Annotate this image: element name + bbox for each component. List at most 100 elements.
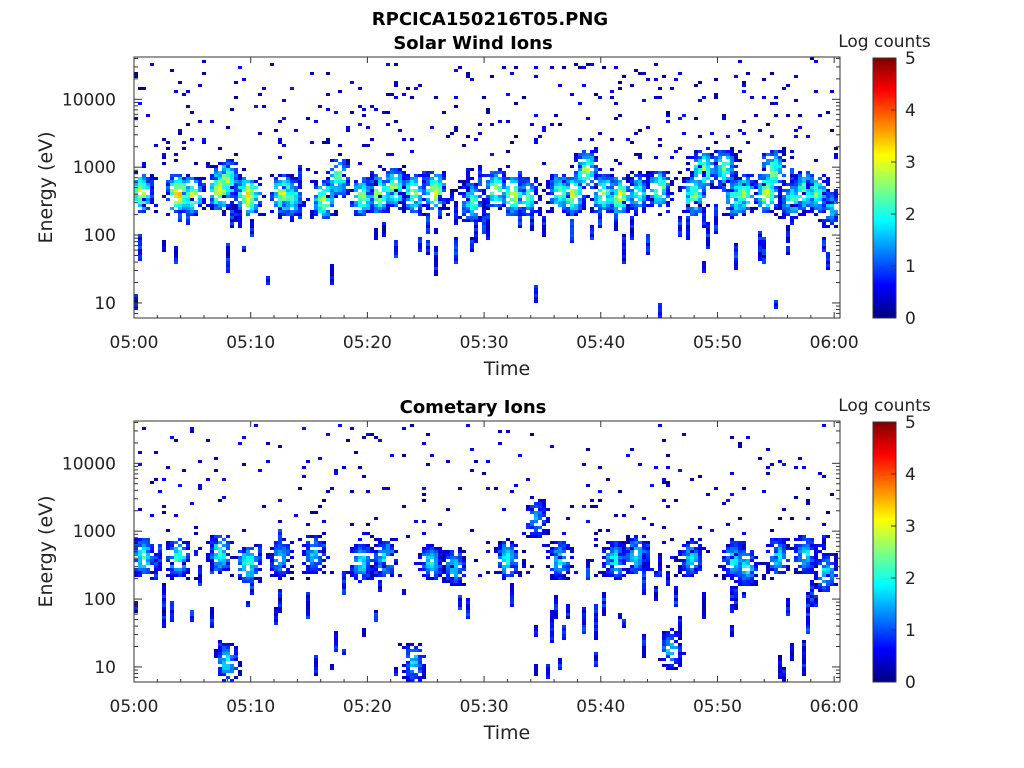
- heatmap-cell: [414, 661, 418, 664]
- heatmap-cell: [674, 592, 678, 595]
- heatmap-cell: [222, 171, 226, 174]
- heatmap-cell: [550, 613, 554, 616]
- heatmap-cell: [774, 306, 778, 309]
- heatmap-cell: [230, 180, 234, 183]
- heatmap-cell: [662, 649, 666, 652]
- heatmap-cell: [590, 234, 594, 237]
- heatmap-cell: [826, 111, 830, 114]
- heatmap-cell: [830, 222, 834, 225]
- heatmap-cell: [422, 562, 426, 565]
- heatmap-cell: [194, 189, 198, 192]
- heatmap-cell: [418, 186, 422, 189]
- heatmap-cell: [138, 243, 142, 246]
- heatmap-cell: [238, 183, 242, 186]
- heatmap-cell: [510, 583, 514, 586]
- heatmap-cell: [670, 156, 674, 159]
- heatmap-cell: [606, 204, 610, 207]
- heatmap-cell: [554, 180, 558, 183]
- heatmap-cell: [138, 574, 142, 577]
- heatmap-cell: [510, 565, 514, 568]
- heatmap-cell: [686, 571, 690, 574]
- heatmap-cell: [646, 240, 650, 243]
- heatmap-cell: [562, 189, 566, 192]
- heatmap-cell: [342, 186, 346, 189]
- heatmap-cell: [702, 210, 706, 213]
- heatmap-cell: [154, 562, 158, 565]
- heatmap-cell: [218, 186, 222, 189]
- heatmap-cell: [178, 183, 182, 186]
- heatmap-cell: [622, 556, 626, 559]
- heatmap-cell: [422, 192, 426, 195]
- heatmap-cell: [642, 553, 646, 556]
- heatmap-cell: [426, 192, 430, 195]
- heatmap-cell: [174, 547, 178, 550]
- heatmap-cell: [718, 150, 722, 153]
- heatmap-cell: [678, 571, 682, 574]
- heatmap-cell: [578, 174, 582, 177]
- heatmap-cell: [686, 225, 690, 228]
- heatmap-cell: [422, 204, 426, 207]
- heatmap-cell: [614, 550, 618, 553]
- heatmap-cell: [382, 189, 386, 192]
- heatmap-cell: [270, 562, 274, 565]
- heatmap-cell: [790, 652, 794, 655]
- heatmap-cell: [826, 264, 830, 267]
- heatmap-cell: [726, 556, 730, 559]
- heatmap-cell: [434, 273, 438, 276]
- heatmap-cell: [138, 204, 142, 207]
- heatmap-cell: [670, 667, 674, 670]
- heatmap-cell: [738, 517, 742, 520]
- heatmap-cell: [326, 195, 330, 198]
- heatmap-cell: [338, 153, 342, 156]
- heatmap-cell: [258, 132, 262, 135]
- heatmap-cell: [238, 213, 242, 216]
- heatmap-cell: [454, 213, 458, 216]
- heatmap-cell: [406, 670, 410, 673]
- heatmap-cell: [174, 559, 178, 562]
- heatmap-cell: [154, 177, 158, 180]
- heatmap-cell: [498, 556, 502, 559]
- heatmap-cell: [278, 213, 282, 216]
- heatmap-cell: [454, 207, 458, 210]
- heatmap-cell: [598, 201, 602, 204]
- heatmap-cell: [802, 544, 806, 547]
- heatmap-cell: [570, 237, 574, 240]
- heatmap-cell: [154, 577, 158, 580]
- heatmap-cell: [330, 168, 334, 171]
- heatmap-cell: [358, 123, 362, 126]
- heatmap-cell: [278, 445, 282, 448]
- heatmap-cell: [742, 192, 746, 195]
- heatmap-cell: [666, 114, 670, 117]
- heatmap-cell: [790, 643, 794, 646]
- heatmap-cell: [414, 646, 418, 649]
- heatmap-cell: [458, 568, 462, 571]
- heatmap-cell: [822, 243, 826, 246]
- heatmap-cell: [498, 430, 502, 433]
- heatmap-cell: [346, 165, 350, 168]
- heatmap-cell: [614, 195, 618, 198]
- heatmap-cell: [670, 628, 674, 631]
- heatmap-cell: [462, 574, 466, 577]
- heatmap-cell: [154, 553, 158, 556]
- heatmap-cell: [702, 186, 706, 189]
- heatmap-cell: [134, 538, 138, 541]
- heatmap-cell: [698, 559, 702, 562]
- heatmap-cell: [470, 448, 474, 451]
- heatmap-cell: [326, 93, 330, 96]
- heatmap-cell: [258, 204, 262, 207]
- heatmap-cell: [230, 159, 234, 162]
- heatmap-cell: [278, 535, 282, 538]
- heatmap-cell: [770, 162, 774, 165]
- heatmap-cell: [138, 201, 142, 204]
- heatmap-cell: [410, 138, 414, 141]
- heatmap-cell: [570, 207, 574, 210]
- heatmap-cell: [678, 234, 682, 237]
- heatmap-cell: [230, 574, 234, 577]
- heatmap-cell: [646, 198, 650, 201]
- heatmap-cell: [738, 541, 742, 544]
- heatmap-cell: [614, 66, 618, 69]
- colorbar-tick-label: 2: [905, 569, 916, 589]
- heatmap-cell: [690, 571, 694, 574]
- heatmap-cell: [594, 625, 598, 628]
- heatmap-cell: [610, 544, 614, 547]
